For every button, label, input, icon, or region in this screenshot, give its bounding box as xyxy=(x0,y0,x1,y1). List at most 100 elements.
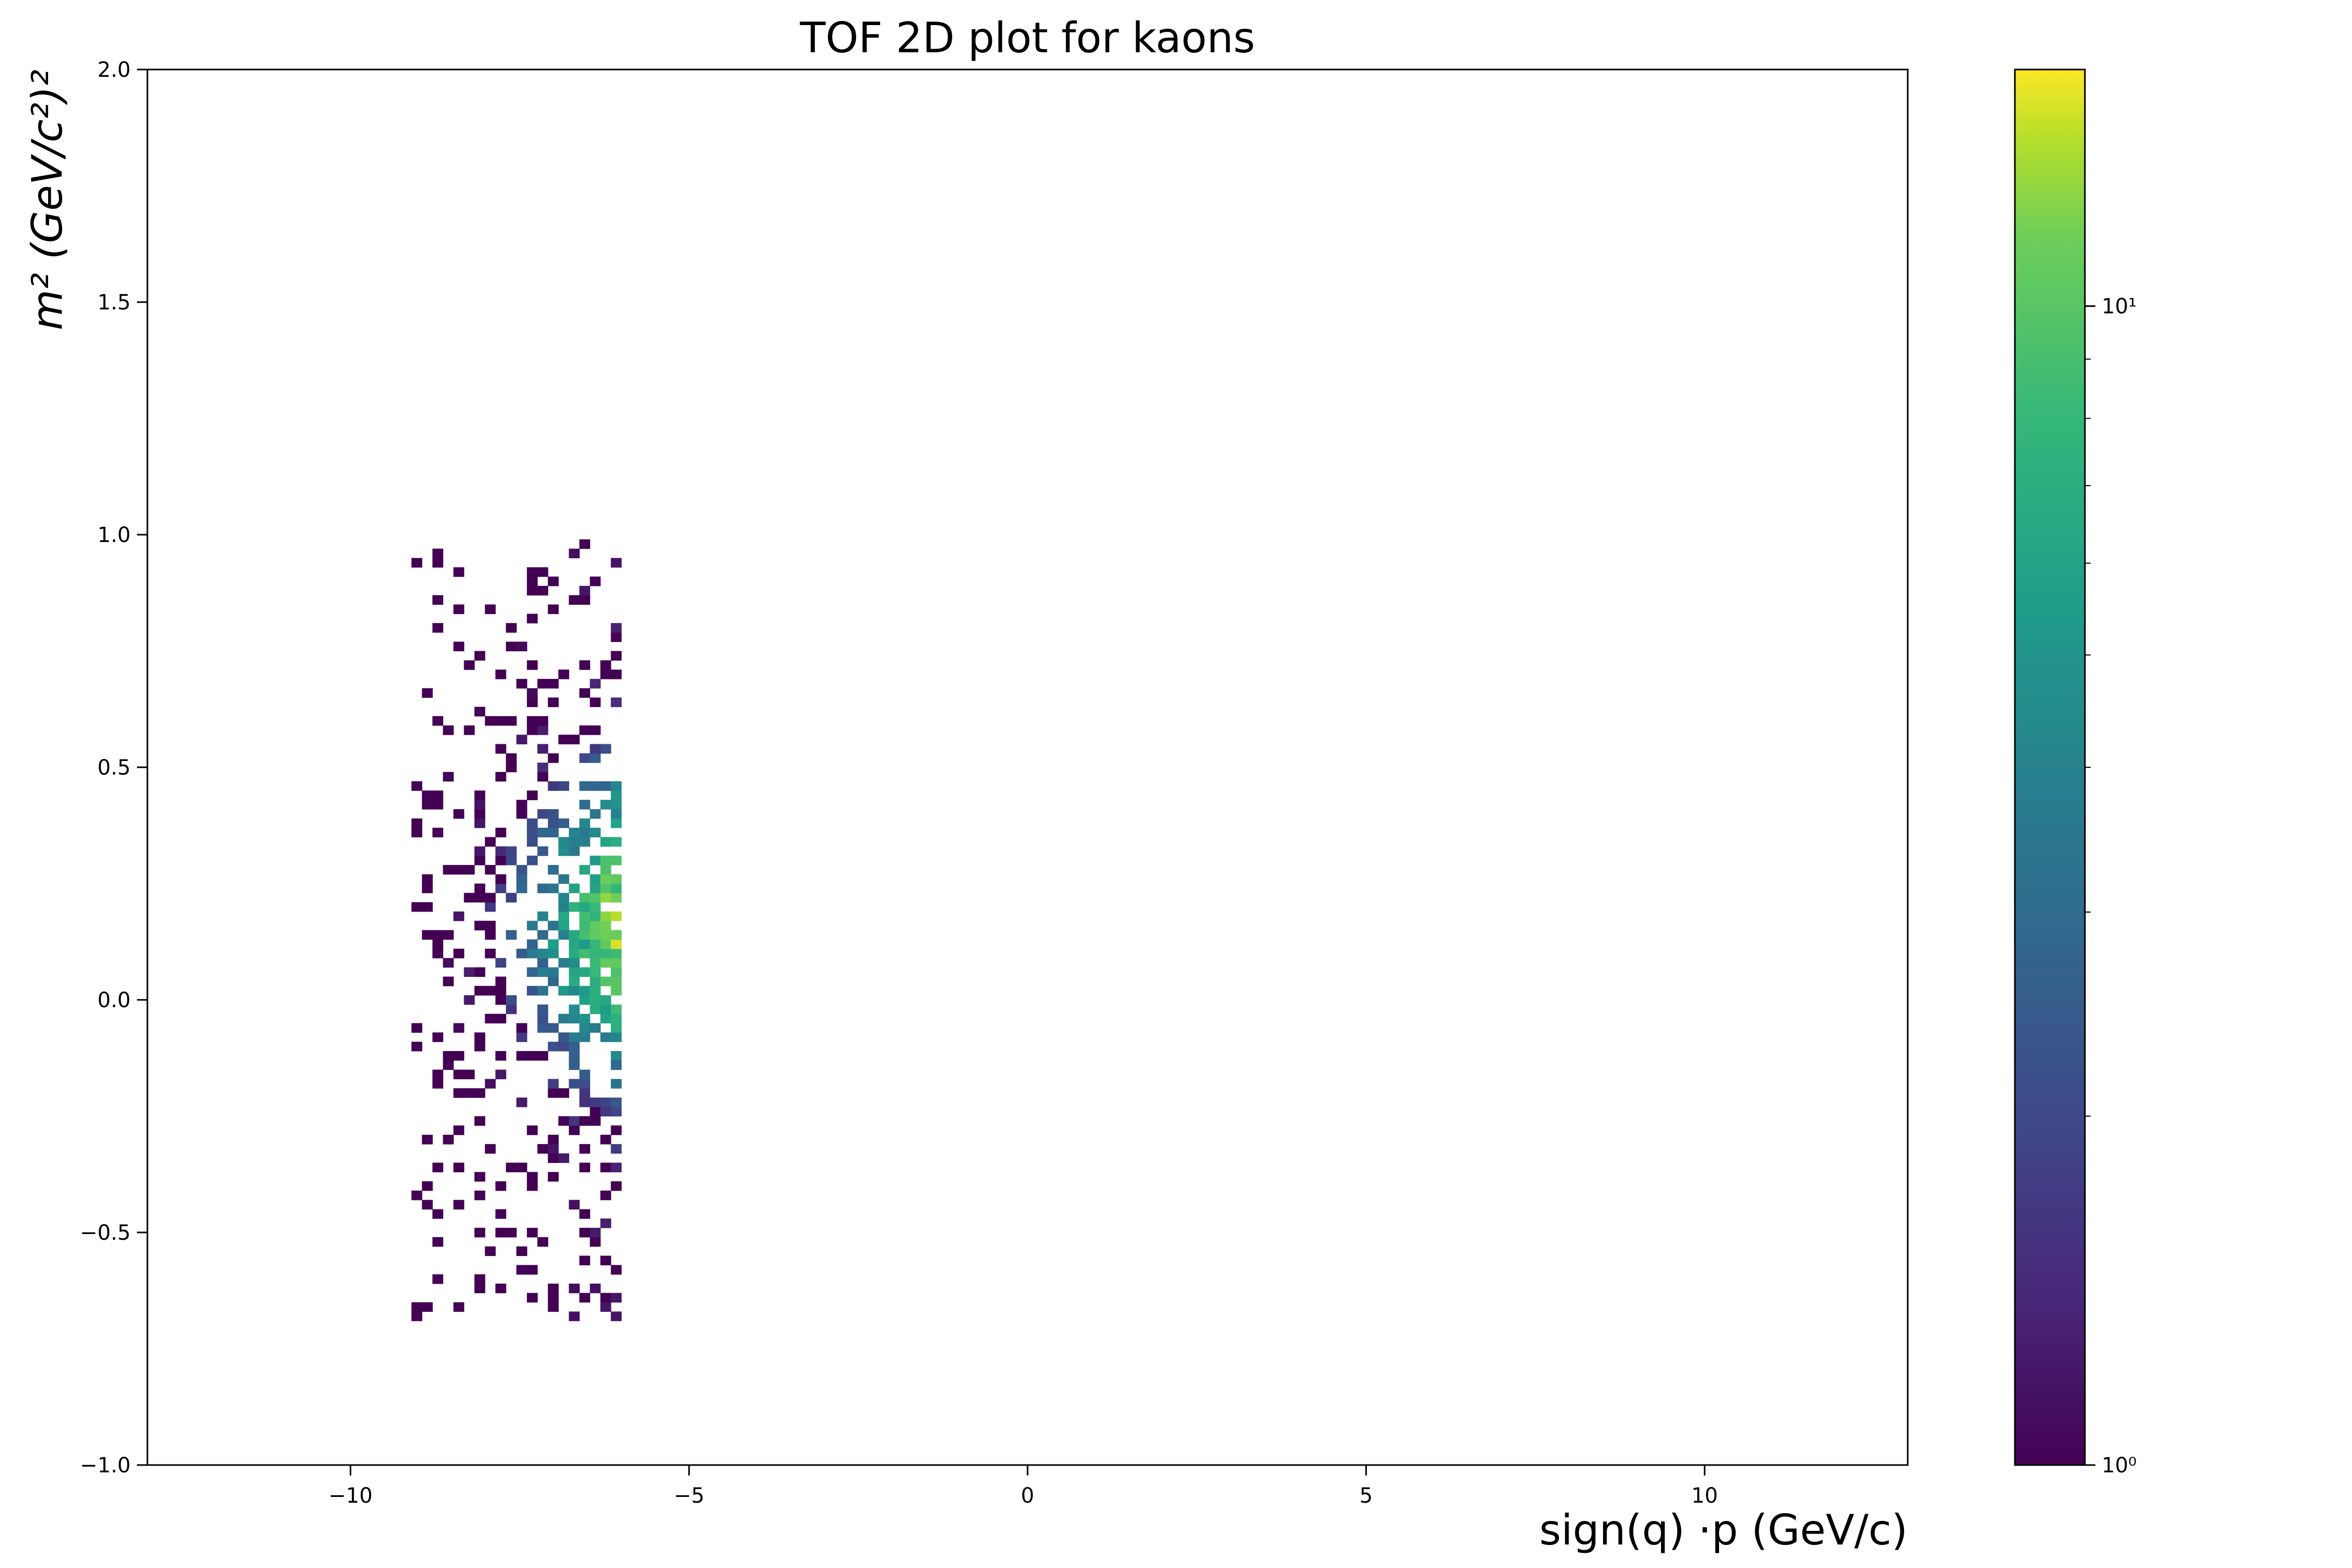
histogram-cell xyxy=(590,1097,601,1108)
histogram-cell xyxy=(579,1162,591,1172)
colorbar xyxy=(2014,68,2086,1466)
histogram-cell xyxy=(443,1060,454,1070)
histogram-cell xyxy=(464,725,475,735)
histogram-cell xyxy=(464,967,475,977)
histogram-cell xyxy=(569,1125,580,1135)
histogram-cell xyxy=(537,1144,548,1154)
histogram-cell xyxy=(590,678,601,689)
histogram-cell xyxy=(537,1023,548,1033)
histogram-cell xyxy=(411,827,422,838)
histogram-cell xyxy=(610,1060,622,1070)
histogram-cell xyxy=(579,911,591,921)
histogram-cell xyxy=(453,1162,465,1172)
histogram-cell xyxy=(590,949,601,959)
histogram-cell xyxy=(516,949,527,959)
histogram-cell xyxy=(485,893,496,903)
histogram-cell xyxy=(474,1032,486,1042)
histogram-cell xyxy=(579,1032,591,1042)
histogram-cell xyxy=(600,893,612,903)
histogram-cell xyxy=(610,883,622,893)
histogram-cell xyxy=(579,949,591,959)
histogram-cell xyxy=(516,1023,527,1033)
histogram-cell xyxy=(590,1228,601,1238)
histogram-cell xyxy=(600,864,612,875)
histogram-cell xyxy=(537,763,548,773)
histogram-cell xyxy=(610,1023,622,1033)
histogram-cell xyxy=(590,1023,601,1033)
histogram-cell xyxy=(516,864,527,875)
x-tick-label: 10 xyxy=(1691,1484,1718,1508)
histogram-cell xyxy=(474,856,486,866)
histogram-cell xyxy=(548,1302,559,1312)
histogram-cell xyxy=(579,781,591,791)
histogram-cell xyxy=(600,837,612,847)
histogram-cell xyxy=(600,1106,612,1117)
histogram-cell xyxy=(569,1116,580,1126)
histogram-cell xyxy=(495,976,506,986)
histogram-cell xyxy=(537,744,548,754)
histogram-cell xyxy=(505,716,517,726)
histogram-cell xyxy=(537,911,548,921)
histogram-cell xyxy=(485,949,496,959)
histogram-cell xyxy=(464,995,475,1005)
histogram-cell xyxy=(474,800,486,810)
histogram-cell xyxy=(569,846,580,856)
histogram-cell xyxy=(485,837,496,847)
histogram-cell xyxy=(527,1125,538,1135)
histogram-cell xyxy=(411,781,422,791)
histogram-cell xyxy=(453,1069,465,1079)
histogram-cell xyxy=(590,1004,601,1014)
histogram-cell xyxy=(548,1023,559,1033)
histogram-cell xyxy=(485,716,496,726)
histogram-cell xyxy=(610,1013,622,1024)
histogram-cell xyxy=(411,1042,422,1052)
histogram-cell xyxy=(474,893,486,903)
histogram-cell xyxy=(453,864,465,875)
histogram-cell xyxy=(495,1283,506,1294)
histogram-cell xyxy=(579,939,591,949)
histogram-cell xyxy=(558,670,569,679)
histogram-cell xyxy=(527,986,538,996)
histogram-cell xyxy=(600,1097,612,1108)
histogram-cell xyxy=(579,902,591,912)
histogram-cell xyxy=(485,1144,496,1154)
histogram-cell xyxy=(569,967,580,977)
histogram-cell xyxy=(432,623,444,633)
histogram-cell xyxy=(569,1311,580,1321)
histogram-cell xyxy=(590,995,601,1005)
histogram-cell xyxy=(411,1023,422,1033)
histogram-cell xyxy=(610,958,622,968)
histogram-cell xyxy=(432,1162,444,1172)
histogram-cell xyxy=(411,902,422,912)
histogram-cell xyxy=(600,958,612,968)
histogram-cell xyxy=(453,1088,465,1098)
histogram-cell xyxy=(474,818,486,828)
histogram-cell xyxy=(610,1144,622,1154)
histogram-cell xyxy=(610,1032,622,1042)
histogram-cell xyxy=(558,1088,569,1098)
histogram-cell xyxy=(558,893,569,903)
histogram-cell xyxy=(443,1051,454,1061)
histogram-cell xyxy=(579,827,591,838)
histogram-cell xyxy=(453,1302,465,1312)
histogram-cell xyxy=(579,1079,591,1089)
histogram-cell xyxy=(610,967,622,977)
histogram-cell xyxy=(516,1162,527,1172)
histogram-cell xyxy=(495,670,506,679)
histogram-cell xyxy=(558,1032,569,1042)
histogram-cell xyxy=(548,1283,559,1294)
histogram-cell xyxy=(569,1283,580,1294)
y-tick-label: 0.5 xyxy=(97,756,131,780)
histogram-cell xyxy=(579,995,591,1005)
chart-title: TOF 2D plot for kaons xyxy=(800,14,1255,62)
histogram-cell xyxy=(569,939,580,949)
histogram-cell xyxy=(443,771,454,782)
histogram-cell xyxy=(495,744,506,754)
x-tick-label: 5 xyxy=(1359,1484,1373,1508)
histogram-cell xyxy=(485,604,496,614)
histogram-cell xyxy=(474,1116,486,1126)
histogram-cell xyxy=(610,939,622,949)
histogram-cell xyxy=(600,1135,612,1145)
histogram-cell xyxy=(590,1283,601,1294)
histogram-cell xyxy=(610,800,622,810)
